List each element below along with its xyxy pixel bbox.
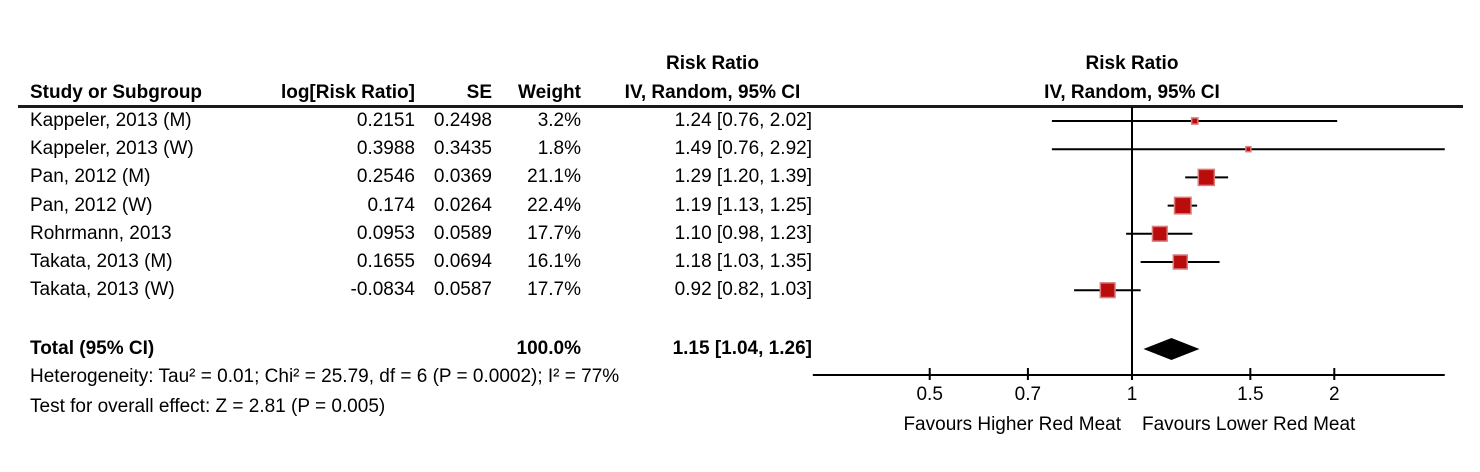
- log-rr-value: 0.2151: [356, 110, 415, 131]
- effect-square: [1099, 282, 1116, 299]
- weight-value: 16.1%: [527, 251, 581, 272]
- heterogeneity-text: Heterogeneity: Tau² = 0.01; Chi² = 25.79…: [30, 366, 620, 387]
- se-value: 0.0264: [433, 194, 492, 216]
- weight-value: 17.7%: [527, 222, 581, 244]
- study-label: Takata, 2013 (W): [30, 279, 175, 301]
- effect-square: [1197, 168, 1216, 187]
- favours-left-label: Favours Higher Red Meat: [903, 414, 1121, 435]
- weight-value: 22.4%: [527, 194, 581, 216]
- logrr-column-header: log[Risk Ratio]: [280, 82, 415, 103]
- axis-tick-label: 2: [1328, 384, 1340, 405]
- study-label: Pan, 2012 (W): [30, 194, 153, 216]
- effect-square: [1190, 117, 1199, 125]
- ci-value: 0.92 [0.82, 1.03]: [674, 279, 812, 301]
- axis-tick-label: 1.5: [1237, 384, 1264, 405]
- study-label: Pan, 2012 (M): [30, 166, 151, 188]
- se-value: 0.0694: [433, 251, 492, 272]
- effect-square: [1245, 145, 1252, 153]
- ci-value: 1.10 [0.98, 1.23]: [674, 222, 812, 244]
- header-rule: [18, 105, 1463, 108]
- se-value: 0.2498: [433, 110, 492, 131]
- se-value: 0.0587: [433, 279, 492, 301]
- weight-value: 21.1%: [527, 166, 581, 188]
- study-column-header: Study or Subgroup: [30, 82, 203, 103]
- effect-square: [1172, 254, 1189, 270]
- study-label: Kappeler, 2013 (M): [30, 110, 192, 131]
- pooled-diamond: [1143, 338, 1200, 360]
- weight-value: 1.8%: [537, 138, 581, 160]
- ci-value: 1.24 [0.76, 2.02]: [674, 110, 812, 131]
- effect-square: [1151, 225, 1168, 242]
- weight-value: 17.7%: [527, 279, 581, 301]
- favours-right-label: Favours Lower Red Meat: [1142, 414, 1356, 435]
- ci-value: 1.19 [1.13, 1.25]: [674, 194, 812, 216]
- se-value: 0.0369: [433, 166, 492, 188]
- overall-effect-text: Test for overall effect: Z = 2.81 (P = 0…: [30, 396, 386, 417]
- ci-value: 1.29 [1.20, 1.39]: [674, 166, 812, 188]
- effect-square: [1173, 196, 1192, 215]
- plot-header-line1: Risk Ratio: [1085, 53, 1179, 74]
- total-ci: 1.15 [1.04, 1.26]: [672, 338, 812, 359]
- total-label: Total (95% CI): [30, 338, 155, 359]
- axis-tick-label: 0.5: [916, 384, 943, 405]
- se-value: 0.3435: [433, 138, 492, 160]
- effect-column-header-line1: Risk Ratio: [666, 53, 759, 74]
- log-rr-value: 0.0953: [356, 222, 415, 244]
- log-rr-value: 0.1655: [356, 251, 415, 272]
- plot-header-line2: IV, Random, 95% CI: [1044, 82, 1220, 103]
- ci-value: 1.49 [0.76, 2.92]: [674, 138, 812, 160]
- effect-column-header-line2: IV, Random, 95% CI: [624, 82, 801, 103]
- weight-column-header: Weight: [518, 82, 581, 103]
- study-label: Takata, 2013 (M): [30, 251, 173, 272]
- axis-tick-label: 1: [1126, 384, 1138, 405]
- log-rr-value: 0.2546: [356, 166, 415, 188]
- ci-value: 1.18 [1.03, 1.35]: [674, 251, 812, 272]
- total-weight: 100.0%: [516, 338, 581, 359]
- log-rr-value: 0.174: [367, 194, 415, 216]
- log-rr-value: 0.3988: [356, 138, 415, 160]
- se-value: 0.0589: [433, 222, 492, 244]
- study-label: Rohrmann, 2013: [30, 222, 172, 244]
- se-column-header: SE: [466, 82, 492, 103]
- log-rr-value: -0.0834: [350, 279, 415, 301]
- study-label: Kappeler, 2013 (W): [30, 138, 194, 160]
- axis-tick-label: 0.7: [1014, 384, 1042, 405]
- weight-value: 3.2%: [537, 110, 581, 131]
